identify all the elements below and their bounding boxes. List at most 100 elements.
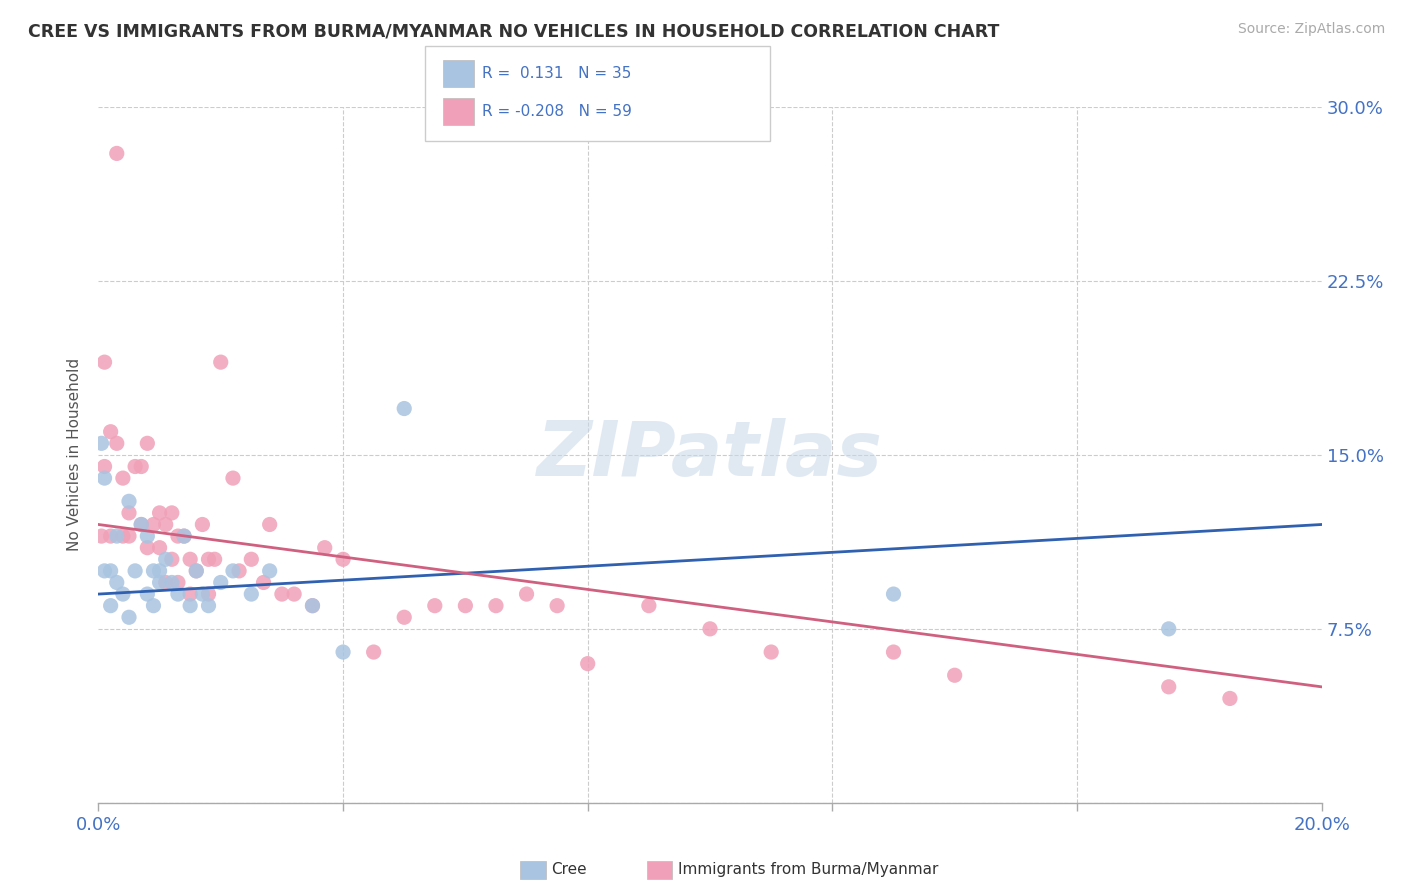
Point [111, 529, 134, 543]
Point [259, 564, 281, 578]
Point [283, 587, 305, 601]
Text: Immigrants from Burma/Myanmar: Immigrants from Burma/Myanmar [678, 863, 938, 877]
Point [149, 541, 172, 555]
Point [228, 564, 250, 578]
Point [222, 564, 245, 578]
Point [332, 645, 354, 659]
Point [173, 529, 195, 543]
Point [240, 552, 263, 566]
Point [142, 564, 165, 578]
Point [197, 552, 219, 566]
Point [149, 575, 172, 590]
Point [186, 564, 208, 578]
Point [1157, 622, 1180, 636]
Point [149, 506, 172, 520]
Point [454, 599, 477, 613]
Point [136, 436, 159, 450]
Point [197, 599, 219, 613]
Point [155, 552, 177, 566]
Point [167, 575, 190, 590]
Point [160, 506, 183, 520]
Point [301, 599, 323, 613]
Point [100, 564, 122, 578]
Point [100, 425, 122, 439]
Point [179, 552, 201, 566]
Point [93, 564, 115, 578]
Point [204, 552, 226, 566]
Point [270, 587, 292, 601]
Point [100, 599, 122, 613]
Point [173, 529, 195, 543]
Point [883, 645, 905, 659]
Point [136, 529, 159, 543]
Point [105, 146, 128, 161]
Point [1157, 680, 1180, 694]
Point [118, 529, 141, 543]
Point [142, 517, 165, 532]
Point [155, 517, 177, 532]
Point [105, 436, 128, 450]
Point [129, 459, 152, 474]
Text: ZIPatlas: ZIPatlas [537, 418, 883, 491]
Point [160, 575, 183, 590]
Point [118, 506, 141, 520]
Point [179, 599, 201, 613]
Text: R = -0.208   N = 59: R = -0.208 N = 59 [482, 104, 633, 119]
Point [111, 587, 134, 601]
Point [142, 599, 165, 613]
Point [209, 355, 232, 369]
Point [129, 517, 152, 532]
Point [90, 436, 112, 450]
Point [332, 552, 354, 566]
Point [209, 575, 232, 590]
Point [252, 575, 274, 590]
Point [301, 599, 323, 613]
Text: CREE VS IMMIGRANTS FROM BURMA/MYANMAR NO VEHICLES IN HOUSEHOLD CORRELATION CHART: CREE VS IMMIGRANTS FROM BURMA/MYANMAR NO… [28, 22, 1000, 40]
Point [136, 587, 159, 601]
Point [167, 529, 190, 543]
Point [93, 471, 115, 485]
Point [129, 517, 152, 532]
Point [105, 529, 128, 543]
Point [191, 517, 214, 532]
Point [485, 599, 508, 613]
Point [90, 529, 112, 543]
Point [124, 459, 146, 474]
Point [155, 575, 177, 590]
Point [186, 564, 208, 578]
Point [118, 610, 141, 624]
Point [105, 575, 128, 590]
Point [111, 471, 134, 485]
Point [124, 564, 146, 578]
Point [516, 587, 538, 601]
Point [943, 668, 966, 682]
Point [363, 645, 385, 659]
Point [100, 529, 122, 543]
Point [93, 355, 115, 369]
Point [179, 587, 201, 601]
Point [259, 517, 281, 532]
Point [392, 401, 416, 416]
Point [197, 587, 219, 601]
Point [576, 657, 599, 671]
Point [93, 459, 115, 474]
Point [1219, 691, 1241, 706]
Text: R =  0.131   N = 35: R = 0.131 N = 35 [482, 66, 631, 80]
Text: Source: ZipAtlas.com: Source: ZipAtlas.com [1237, 22, 1385, 37]
Point [423, 599, 446, 613]
Point [240, 587, 263, 601]
Point [167, 587, 190, 601]
Point [637, 599, 661, 613]
Point [759, 645, 782, 659]
Point [136, 541, 159, 555]
Y-axis label: No Vehicles in Household: No Vehicles in Household [67, 359, 83, 551]
Text: Cree: Cree [551, 863, 586, 877]
Point [118, 494, 141, 508]
Point [883, 587, 905, 601]
Point [160, 552, 183, 566]
Point [149, 564, 172, 578]
Point [222, 471, 245, 485]
Point [392, 610, 416, 624]
Point [699, 622, 721, 636]
Point [191, 587, 214, 601]
